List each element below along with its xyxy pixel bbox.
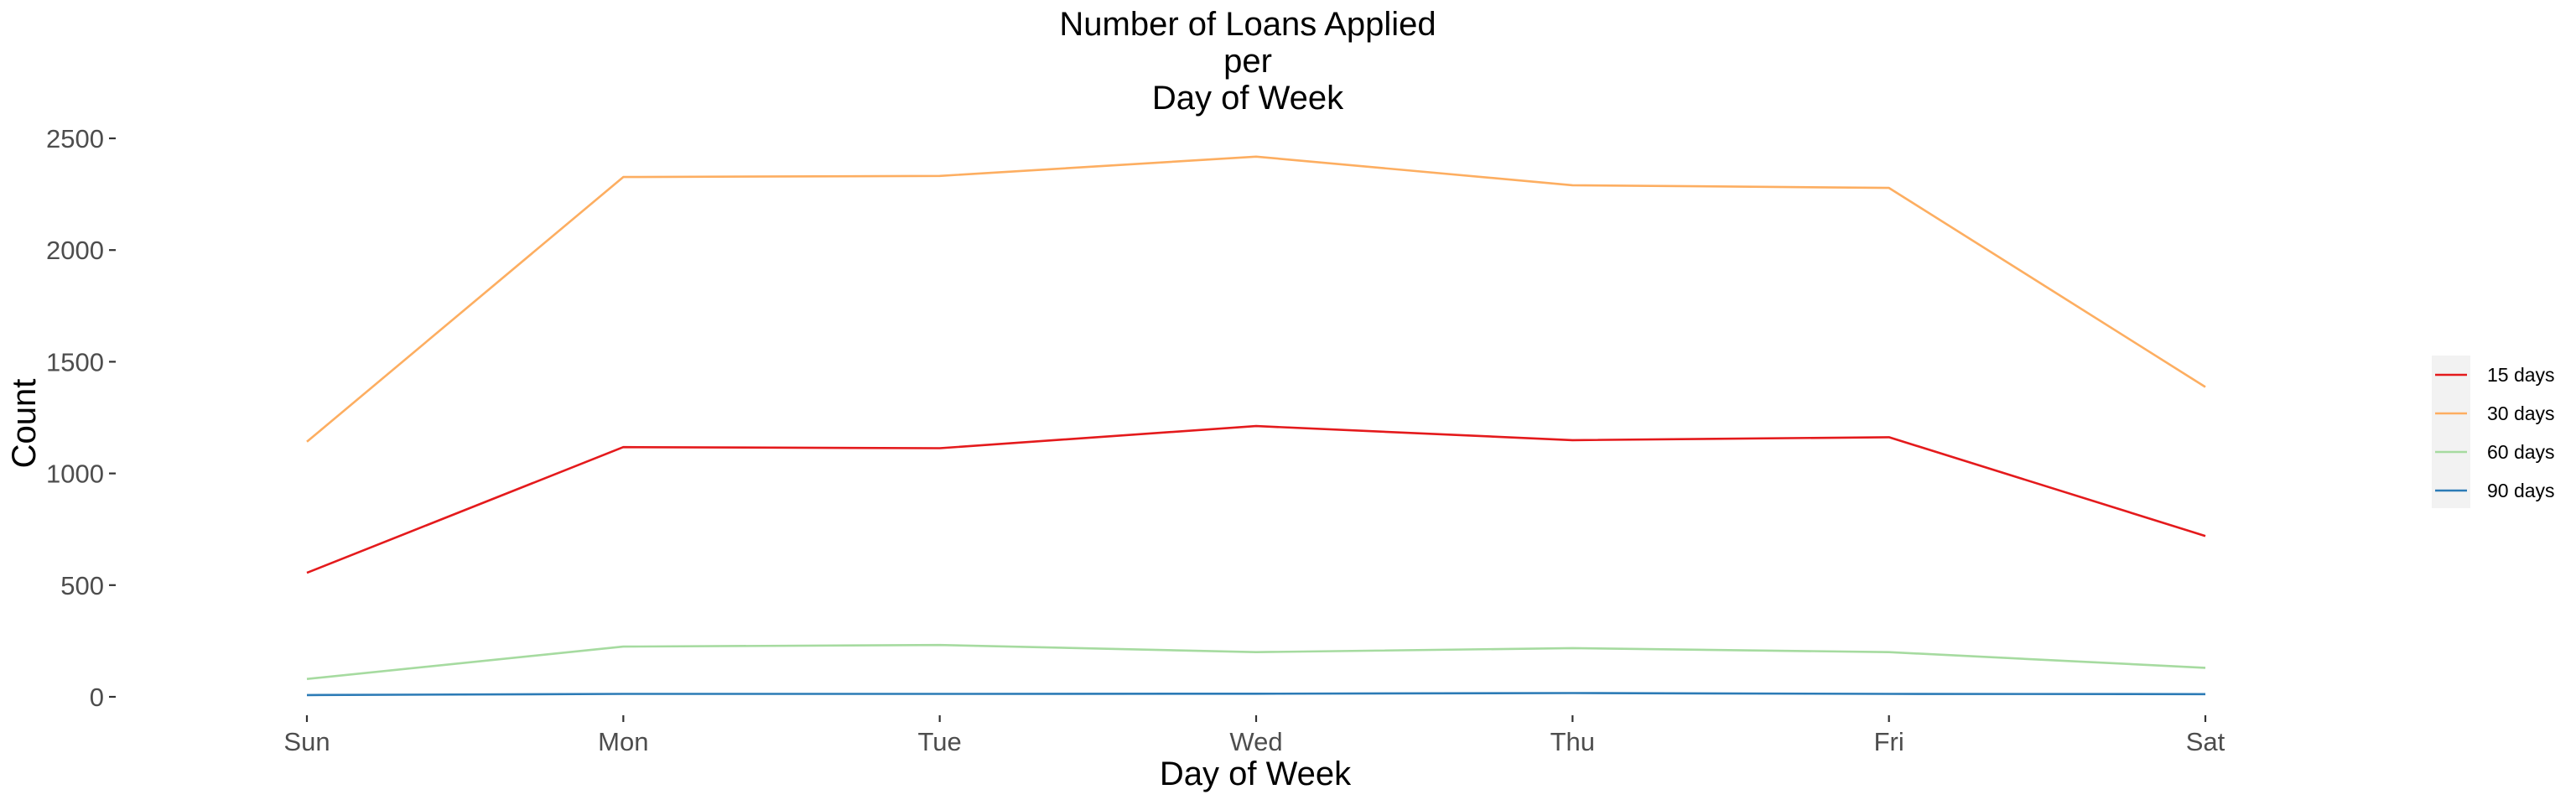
legend-label: 90 days (2487, 480, 2555, 501)
chart-title-line-3: Day of Week (1152, 80, 1344, 117)
legend-label: 30 days (2487, 402, 2555, 424)
series-layer (306, 155, 2206, 697)
chart-title: Number of Loans Applied per Day of Week (1059, 6, 1436, 117)
series-line-15-days (306, 424, 2206, 574)
x-tick-label: Thu (1550, 727, 1595, 756)
series-line-90-days (306, 692, 2206, 697)
chart-title-line-1: Number of Loans Applied (1059, 6, 1436, 43)
chart-title-line-2: per (1223, 43, 1272, 80)
x-tick-label: Mon (598, 727, 648, 756)
y-axis-title: Count (6, 379, 43, 469)
x-tick-label: Sun (283, 727, 330, 756)
y-tick-label: 2500 (46, 124, 104, 153)
y-tick-label: 0 (90, 683, 104, 712)
legend-label: 60 days (2487, 441, 2555, 463)
x-tick-label: Tue (918, 727, 962, 756)
x-tick-label: Sat (2186, 727, 2225, 756)
y-tick-label: 2000 (46, 236, 104, 265)
series-line-30-days (306, 155, 2206, 443)
y-tick-label: 1000 (46, 460, 104, 489)
y-tick-label: 500 (60, 571, 104, 600)
legend-background (2432, 356, 2470, 508)
x-tick-label: Wed (1229, 727, 1282, 756)
y-axis: 0 500 1000 1500 2000 2500 (46, 124, 116, 712)
x-axis: Sun Mon Tue Wed Thu Fri Sat (283, 715, 2225, 756)
y-tick-label: 1500 (46, 347, 104, 377)
x-tick-label: Fri (1874, 727, 1904, 756)
x-axis-title: Day of Week (1160, 756, 1352, 792)
series-line-60-days (306, 643, 2206, 680)
legend: 15 days 30 days 60 days 90 days (2432, 356, 2555, 508)
legend-label: 15 days (2487, 364, 2555, 386)
